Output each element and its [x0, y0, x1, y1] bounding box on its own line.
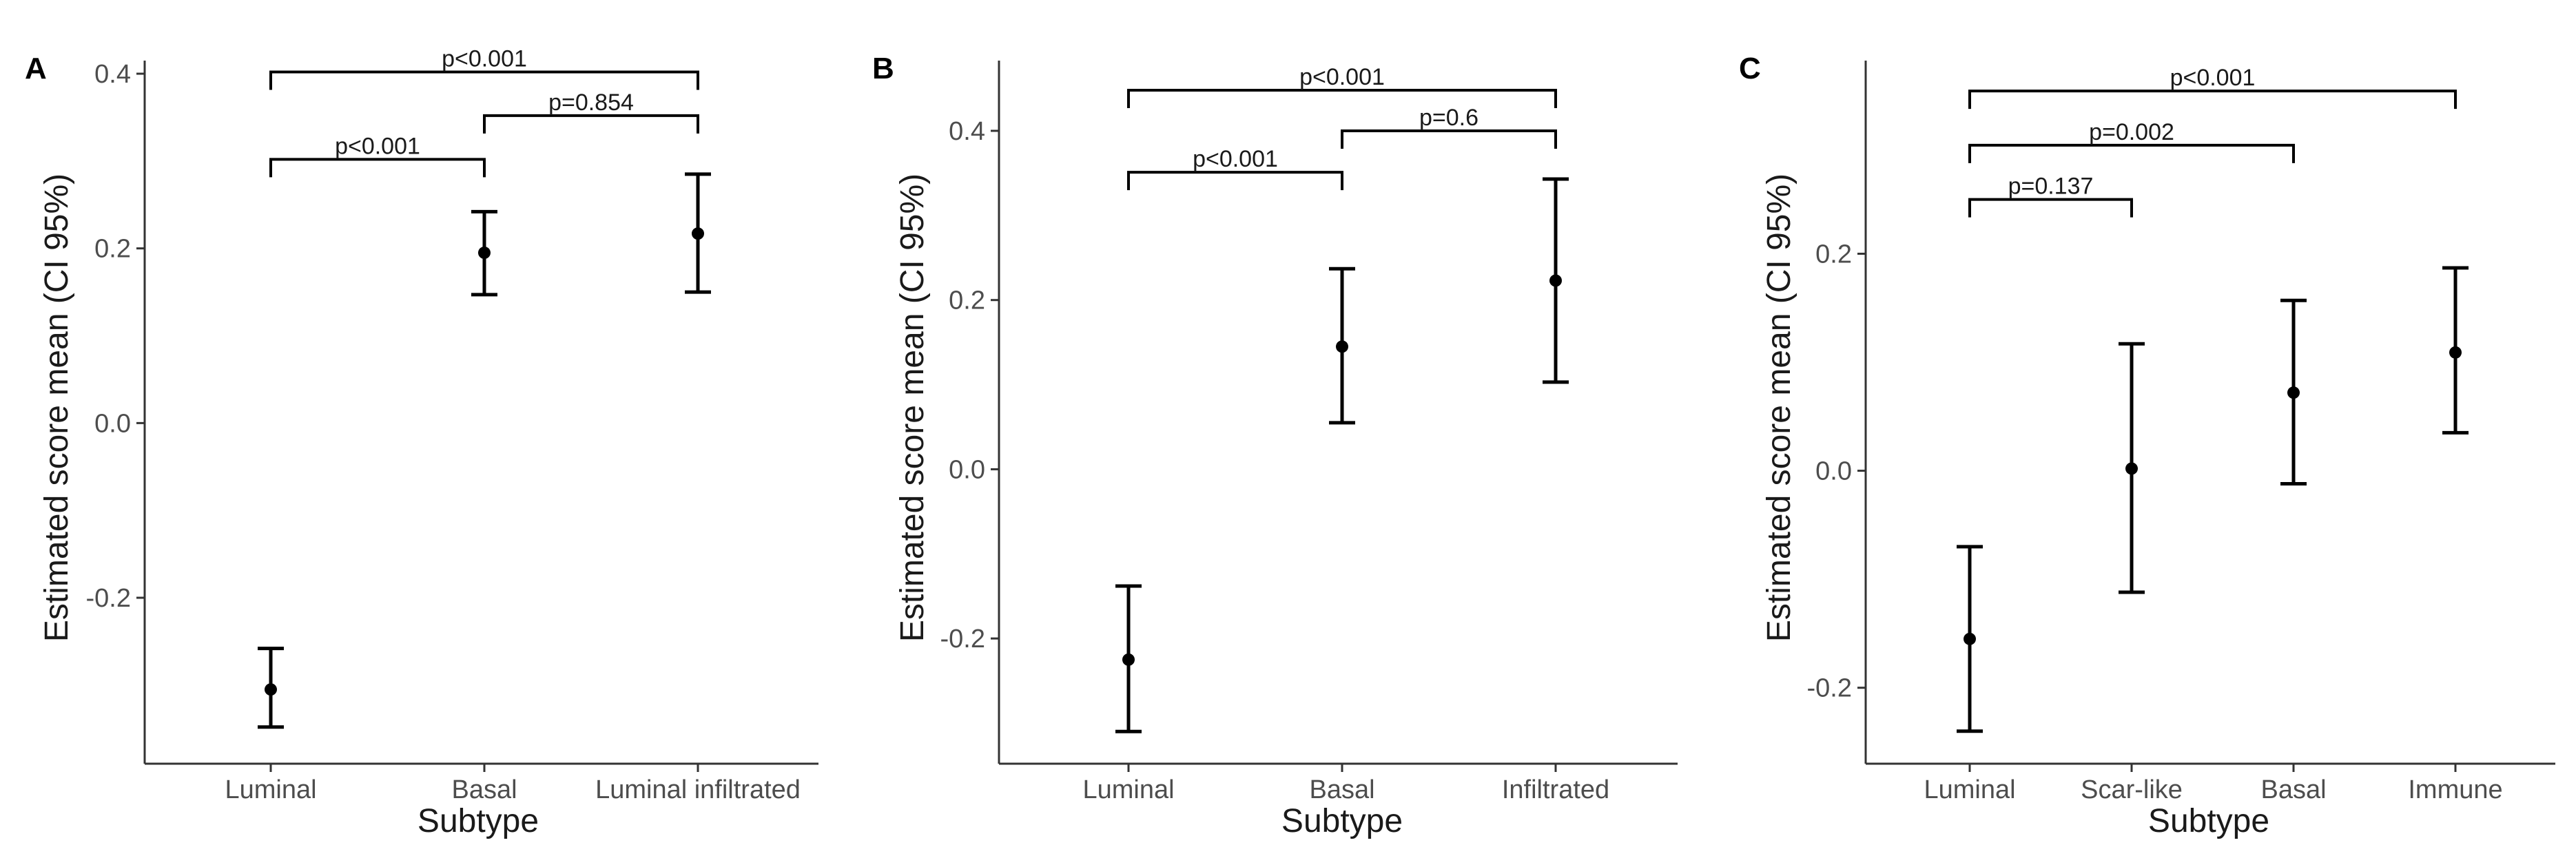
data-point-c: [2449, 346, 2462, 359]
x-tick-label-c: Basal: [2260, 775, 2326, 804]
comparison-bracket-c: [1968, 143, 2295, 163]
comparison-bracket-c: [1968, 198, 2133, 218]
comparison-bracket-b: [1341, 129, 1557, 149]
comparison-bracket-b: [1127, 171, 1343, 191]
data-point-a: [478, 247, 491, 260]
y-tick-label-a: 0.0: [94, 409, 131, 438]
panel-b: B Estimated score mean (CI 95%) Subtype …: [872, 52, 1678, 839]
comparison-bracket-b: [1127, 89, 1557, 109]
x-tick-label-a: Luminal infiltrated: [595, 775, 801, 804]
x-tick-label-a: Luminal: [225, 775, 316, 804]
y-tick-label-a: 0.2: [94, 235, 131, 264]
comparison-bracket-a: [483, 114, 699, 134]
panel-a: A Estimated score mean (CI 95%) Subtype …: [25, 45, 818, 839]
x-axis-title-b: Subtype: [1281, 803, 1403, 839]
y-axis-title-c: Estimated score mean (CI 95%): [1761, 174, 1797, 642]
comparison-p-value-b: p<0.001: [1299, 64, 1385, 90]
x-axis-title-c: Subtype: [2148, 803, 2269, 839]
x-tick-label-c: Immune: [2408, 775, 2502, 804]
panel-label-c: C: [1739, 52, 1761, 85]
y-tick-label-b: 0.4: [949, 117, 985, 146]
comparison-p-value-c: p=0.002: [2089, 119, 2174, 145]
y-axis-title-b: Estimated score mean (CI 95%): [894, 174, 931, 642]
comparison-p-value-c: p=0.137: [2008, 174, 2094, 200]
comparison-bracket-c: [1968, 90, 2457, 109]
data-point-a: [265, 683, 277, 696]
y-tick-label-b: 0.2: [949, 286, 985, 315]
data-point-a: [692, 227, 704, 240]
y-axis-title-a: Estimated score mean (CI 95%): [39, 174, 75, 642]
data-point-c: [2287, 386, 2300, 399]
x-tick-label-c: Scar-like: [2081, 775, 2183, 804]
y-tick-label-b: -0.2: [940, 625, 985, 654]
data-point-c: [1964, 632, 1976, 645]
y-tick-label-c: -0.2: [1807, 674, 1852, 703]
data-point-b: [1122, 653, 1135, 666]
comparison-bracket-a: [269, 158, 486, 178]
y-tick-label-a: 0.4: [94, 60, 131, 89]
comparison-p-value-a: p<0.001: [442, 45, 527, 72]
comparison-p-value-b: p<0.001: [1193, 146, 1278, 172]
x-tick-label-c: Luminal: [1924, 775, 2015, 804]
x-axis-title-a: Subtype: [418, 803, 539, 839]
x-tick-label-b: Infiltrated: [1502, 775, 1609, 804]
x-tick-label-a: Basal: [451, 775, 517, 804]
y-tick-label-c: 0.0: [1815, 457, 1852, 486]
comparison-p-value-a: p<0.001: [335, 133, 420, 159]
data-point-c: [2125, 462, 2138, 475]
panel-c: C Estimated score mean (CI 95%) Subtype …: [1739, 52, 2555, 839]
panel-label-b: B: [872, 52, 894, 85]
data-point-b: [1336, 340, 1348, 353]
comparison-p-value-a: p=0.854: [548, 90, 634, 116]
comparison-p-value-b: p=0.6: [1419, 105, 1478, 131]
x-tick-label-b: Basal: [1309, 775, 1374, 804]
y-tick-label-a: -0.2: [86, 584, 131, 613]
y-tick-label-c: 0.2: [1815, 240, 1852, 269]
panel-label-a: A: [25, 52, 47, 85]
comparison-bracket-a: [269, 70, 699, 90]
comparison-p-value-c: p<0.001: [2170, 65, 2256, 91]
y-tick-label-b: 0.0: [949, 455, 985, 484]
data-point-b: [1549, 274, 1562, 287]
x-tick-label-b: Luminal: [1082, 775, 1174, 804]
